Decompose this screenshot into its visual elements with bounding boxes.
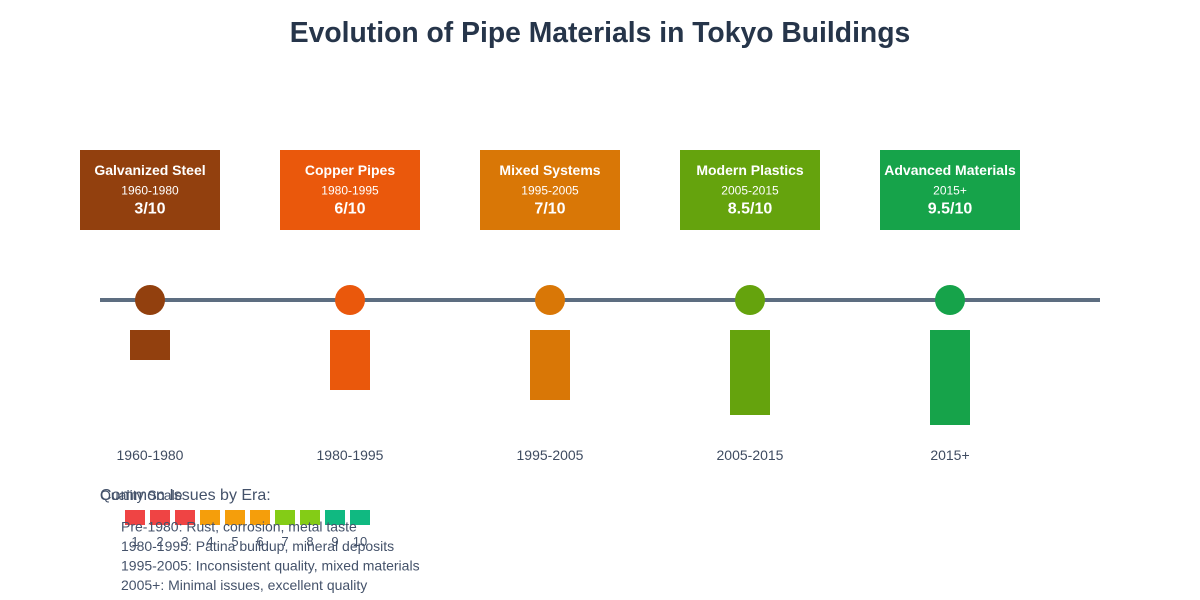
svg-text:2005-2015: 2005-2015 (717, 447, 784, 463)
svg-text:Evolution of Pipe Materials in: Evolution of Pipe Materials in Tokyo Bui… (290, 16, 911, 48)
svg-text:Pre-1980: Rust, corrosion, met: Pre-1980: Rust, corrosion, metal taste (121, 518, 357, 534)
svg-text:1995-2005: Inconsistent qualit: 1995-2005: Inconsistent quality, mixed m… (121, 557, 420, 573)
svg-text:2: 2 (156, 534, 163, 549)
svg-text:6: 6 (256, 534, 263, 549)
svg-text:2005-2015: 2005-2015 (721, 184, 779, 198)
svg-text:7/10: 7/10 (534, 201, 565, 218)
svg-text:2015+: 2015+ (930, 447, 969, 463)
svg-text:3/10: 3/10 (134, 201, 165, 218)
svg-text:1980-1995: 1980-1995 (317, 447, 384, 463)
svg-text:1995-2005: 1995-2005 (517, 447, 584, 463)
svg-text:9: 9 (331, 534, 338, 549)
svg-text:4: 4 (206, 534, 213, 549)
svg-text:Mixed Systems: Mixed Systems (499, 162, 600, 178)
svg-text:Copper Pipes: Copper Pipes (305, 162, 395, 178)
svg-text:1960-1980: 1960-1980 (121, 184, 179, 198)
svg-text:Galvanized Steel: Galvanized Steel (94, 162, 205, 178)
svg-text:10: 10 (353, 534, 367, 549)
svg-text:6/10: 6/10 (334, 201, 365, 218)
svg-text:Quality Scale: Quality Scale (100, 487, 183, 503)
svg-text:1980-1995: 1980-1995 (321, 184, 379, 198)
svg-text:Common Issues by Era:: Common Issues by Era: (100, 487, 271, 504)
svg-text:1980-1995: Patina buildup, min: 1980-1995: Patina buildup, mineral depos… (121, 538, 394, 554)
svg-text:8: 8 (306, 534, 313, 549)
svg-text:5: 5 (231, 534, 238, 549)
svg-text:7: 7 (281, 534, 288, 549)
svg-text:1995-2005: 1995-2005 (521, 184, 579, 198)
svg-text:2005+: Minimal issues, excelle: 2005+: Minimal issues, excellent quality (121, 577, 367, 593)
svg-text:8.5/10: 8.5/10 (728, 201, 773, 218)
svg-text:9.5/10: 9.5/10 (928, 201, 973, 218)
svg-text:Advanced Materials: Advanced Materials (884, 162, 1016, 178)
svg-text:2015+: 2015+ (933, 184, 967, 198)
svg-text:1: 1 (131, 534, 138, 549)
svg-text:1960-1980: 1960-1980 (117, 447, 184, 463)
svg-text:3: 3 (181, 534, 188, 549)
svg-text:Modern Plastics: Modern Plastics (696, 162, 804, 178)
